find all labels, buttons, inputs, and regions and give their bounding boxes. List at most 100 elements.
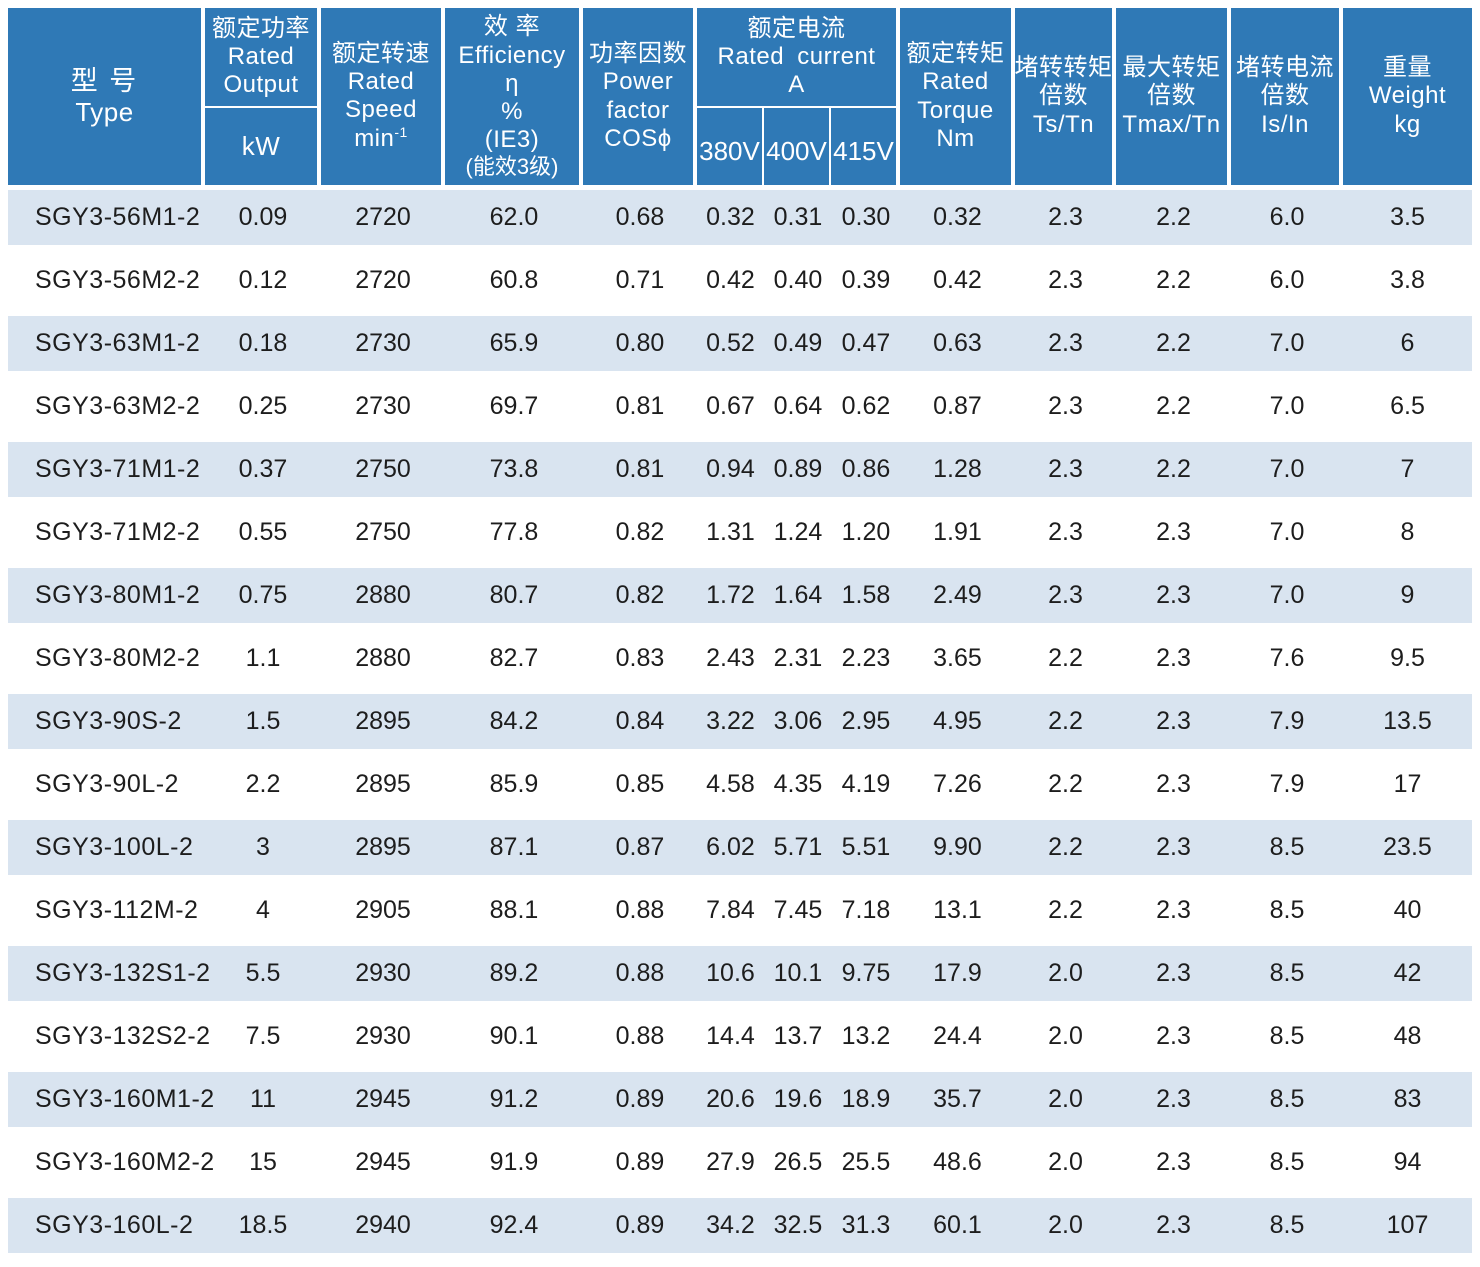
- table-row: SGY3-160M2-2 15 2945 91.9 0.89 27.9 26.5 25.5 48…: [8, 1135, 1472, 1190]
- header-col-rated-speed: 额定转速 Rated Speed min-1: [321, 8, 445, 185]
- header-max-torque-zh1: 最大转矩: [1122, 54, 1221, 82]
- cell-current-380v: 6.02: [706, 833, 755, 861]
- cell-efficiency: 80.7: [489, 581, 539, 609]
- cell-current-415v: 0.39: [841, 266, 891, 294]
- cell-rated-torque: 48.6: [933, 1148, 982, 1176]
- header-voltage-415: 415V: [831, 108, 896, 185]
- cell-ts-tn: 2.2: [1048, 896, 1083, 924]
- header-rated-output-zh: 额定功率: [212, 14, 310, 42]
- cell-rated-speed: 2895: [355, 770, 411, 798]
- cell-weight: 6: [1400, 329, 1415, 357]
- cell-tmax-tn: 2.3: [1156, 644, 1191, 672]
- cell-weight: 48: [1393, 1022, 1422, 1050]
- cell-current-415v: 0.47: [841, 329, 891, 357]
- cell-rated-speed: 2930: [355, 1022, 411, 1050]
- cell-type: SGY3-56M2-2: [35, 266, 201, 294]
- cell-tmax-tn: 2.3: [1156, 1085, 1191, 1113]
- cell-power-factor: 0.68: [615, 203, 665, 231]
- cell-current-380v: 0.42: [706, 266, 755, 294]
- cell-is-in: 8.5: [1269, 1148, 1305, 1176]
- cell-type: SGY3-160M1-2: [35, 1085, 215, 1113]
- cell-current-400v: 1.24: [773, 518, 823, 546]
- header-rated-speed-zh: 额定转速: [332, 39, 430, 67]
- cell-type: SGY3-63M2-2: [35, 392, 201, 420]
- header-efficiency-percent: %: [501, 97, 523, 125]
- table-row: SGY3-56M1-2 0.09 2720 62.0 0.68 0.32 0.31 0.30 0…: [8, 190, 1472, 245]
- cell-current-415v: 9.75: [841, 959, 891, 987]
- cell-power-factor: 0.87: [615, 833, 665, 861]
- cell-power-factor: 0.82: [615, 518, 665, 546]
- cell-current-400v: 0.89: [773, 455, 823, 483]
- header-weight-unit: kg: [1394, 110, 1421, 138]
- cell-ts-tn: 2.0: [1048, 1148, 1083, 1176]
- cell-type: SGY3-63M1-2: [35, 329, 201, 357]
- cell-current-415v: 2.95: [841, 707, 891, 735]
- header-col-rated-output: 额定功率 Rated Output kW: [205, 8, 321, 185]
- cell-current-400v: 2.31: [773, 644, 823, 672]
- cell-rated-torque: 2.49: [933, 581, 982, 609]
- table-row: SGY3-132S1-2 5.5 2930 89.2 0.88 10.6 10.1 9.75 1…: [8, 946, 1472, 1001]
- header-type-en: Type: [75, 97, 134, 128]
- cell-is-in: 7.6: [1269, 644, 1305, 672]
- cell-weight: 13.5: [1383, 707, 1432, 735]
- cell-ts-tn: 2.3: [1048, 392, 1083, 420]
- cell-rated-speed: 2730: [355, 392, 411, 420]
- table-row: SGY3-90L-2 2.2 2895 85.9 0.85 4.58 4.35 4.19 7.2…: [8, 757, 1472, 812]
- cell-rated-torque: 24.4: [933, 1022, 982, 1050]
- table-row: SGY3-132S2-2 7.5 2930 90.1 0.88 14.4 13.7 13.2 2…: [8, 1009, 1472, 1064]
- cell-rated-output: 15: [249, 1148, 277, 1176]
- cell-weight: 9: [1400, 581, 1415, 609]
- cell-rated-speed: 2720: [355, 203, 411, 231]
- cell-tmax-tn: 2.2: [1156, 203, 1191, 231]
- cell-weight: 23.5: [1383, 833, 1432, 861]
- cell-power-factor: 0.71: [615, 266, 665, 294]
- cell-ts-tn: 2.3: [1048, 266, 1083, 294]
- cell-current-380v: 1.31: [706, 518, 755, 546]
- header-lr-torque-symbol: Ts/Tn: [1032, 110, 1095, 138]
- header-efficiency-en: Efficiency: [458, 41, 566, 69]
- cell-power-factor: 0.89: [615, 1148, 665, 1176]
- cell-rated-torque: 60.1: [933, 1211, 982, 1239]
- cell-type: SGY3-71M2-2: [35, 518, 201, 546]
- header-power-factor-en2: factor: [606, 96, 670, 124]
- cell-rated-output: 11: [250, 1085, 276, 1113]
- header-rated-output-unit: kW: [241, 131, 281, 162]
- cell-is-in: 7.0: [1269, 518, 1305, 546]
- cell-efficiency: 62.0: [489, 203, 539, 231]
- cell-current-400v: 1.64: [773, 581, 823, 609]
- cell-rated-speed: 2750: [355, 455, 411, 483]
- cell-current-380v: 0.52: [706, 329, 755, 357]
- cell-current-380v: 20.6: [706, 1085, 755, 1113]
- cell-type: SGY3-100L-2: [35, 833, 194, 861]
- cell-tmax-tn: 2.3: [1156, 581, 1191, 609]
- cell-is-in: 8.5: [1269, 959, 1305, 987]
- cell-is-in: 8.5: [1269, 833, 1305, 861]
- cell-tmax-tn: 2.2: [1156, 266, 1191, 294]
- header-col-max-torque: 最大转矩 倍数 Tmax/Tn: [1116, 8, 1231, 185]
- cell-is-in: 7.0: [1269, 392, 1305, 420]
- cell-current-380v: 10.6: [706, 959, 755, 987]
- cell-rated-output: 18.5: [238, 1211, 288, 1239]
- header-efficiency-symbol: η: [505, 69, 519, 97]
- cell-is-in: 8.5: [1269, 896, 1305, 924]
- cell-efficiency: 82.7: [489, 644, 539, 672]
- cell-efficiency: 85.9: [489, 770, 539, 798]
- cell-current-380v: 0.67: [706, 392, 755, 420]
- cell-is-in: 7.0: [1269, 581, 1305, 609]
- header-col-weight: 重量 Weight kg: [1343, 8, 1472, 185]
- cell-current-400v: 13.7: [773, 1022, 823, 1050]
- cell-current-400v: 32.5: [773, 1211, 823, 1239]
- header-col-power-factor: 功率因数 Power factor COSϕ: [583, 8, 697, 185]
- cell-current-415v: 0.30: [841, 203, 891, 231]
- cell-is-in: 7.0: [1269, 455, 1305, 483]
- cell-ts-tn: 2.3: [1048, 455, 1083, 483]
- cell-is-in: 7.0: [1269, 329, 1305, 357]
- cell-type: SGY3-132S1-2: [35, 959, 211, 987]
- cell-rated-output: 2.2: [245, 770, 281, 798]
- header-lr-torque-zh1: 堵转转矩: [1014, 54, 1113, 82]
- cell-current-415v: 2.23: [841, 644, 891, 672]
- cell-rated-torque: 0.42: [933, 266, 982, 294]
- header-efficiency-zh: 效 率: [483, 13, 541, 41]
- cell-efficiency: 69.7: [489, 392, 539, 420]
- cell-current-380v: 2.43: [706, 644, 755, 672]
